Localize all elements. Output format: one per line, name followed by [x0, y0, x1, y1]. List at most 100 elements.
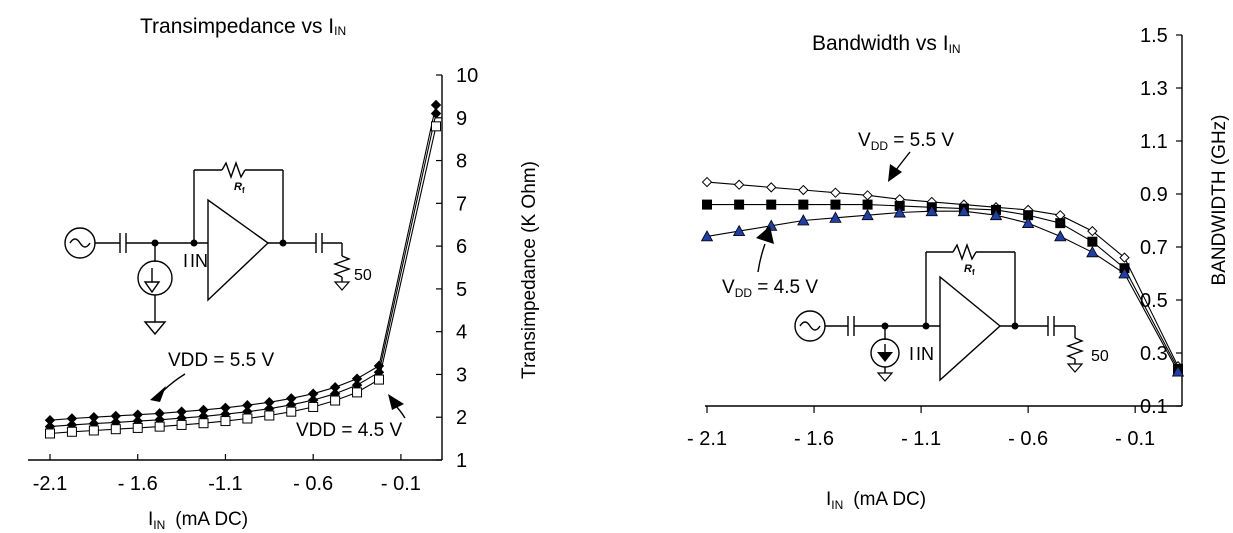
chart1-series-3-point	[264, 410, 275, 421]
chart1-series-3-point	[308, 401, 319, 412]
chart2-series-2-point	[830, 199, 841, 210]
chart1-x-tick-label: -1.1	[208, 473, 242, 495]
chart2-series-3-point	[957, 204, 971, 217]
chart2-y-tick-label: 1.1	[1140, 131, 1168, 153]
feedback-resistor-icon	[221, 160, 246, 180]
chart1-y-tick-label: 9	[456, 108, 467, 130]
chart1-series-3-point	[176, 419, 187, 430]
chart1-series-3-point	[88, 425, 99, 436]
amplifier-icon-2	[939, 275, 1002, 382]
chart2-x-tick-label: - 0.6	[1008, 428, 1048, 450]
amplifier-icon	[207, 198, 270, 302]
svg-text:IN: IN	[190, 251, 208, 271]
chart1-y-tick-label: 7	[456, 193, 467, 215]
chart1-annotation-vdd55-leader	[161, 373, 186, 393]
chart1-annotation-vdd55: VDD = 5.5 V	[168, 350, 274, 371]
chart2-series-1-point	[701, 176, 713, 188]
chart2-title: Bandwidth vs IIN	[812, 32, 961, 56]
chart2-series-1-point	[862, 190, 873, 201]
chart1-series-3-point	[220, 416, 231, 427]
chart1-annotation-vdd45: VDD = 4.5 V	[296, 420, 402, 441]
chart2-annotation-vdd55-arrow	[888, 164, 902, 182]
chart2-y-tick-label: 0.9	[1140, 184, 1168, 206]
chart2-series-1-point	[766, 182, 777, 193]
chart1-y-tick-label: 3	[456, 364, 467, 386]
chart2-y-tick-label: 0.5	[1140, 290, 1168, 312]
chart2-series-1-point	[1119, 252, 1130, 263]
chart2-annotation-vdd45-leader	[757, 243, 766, 273]
chart1-x-tick-label: - 0.6	[293, 473, 333, 495]
chart2-series-3-point	[797, 214, 810, 226]
chart2-series-1-point	[830, 187, 841, 198]
chart1-y-tick-label: 4	[456, 322, 467, 344]
chart2-series-3-point	[1021, 216, 1035, 229]
chart2-x-tick-label: - 0.1	[1115, 428, 1155, 450]
feedback-resistor-label: R	[234, 181, 242, 193]
current-source-icon	[137, 260, 173, 296]
chart1-series-3-point	[110, 424, 121, 435]
bandwidth-chart: Bandwidth vs IIN - 2.1 - 1.6 - 1.1 - 0.6 - 0…	[687, 25, 1230, 512]
chart1-inset-circuit: R f I IN 50	[64, 160, 372, 336]
load-resistor-icon-2	[1065, 337, 1085, 360]
chart1-y-tick-label: 2	[456, 407, 467, 429]
ground-icon	[143, 321, 167, 336]
chart2-series-3-point	[829, 211, 842, 223]
chart1-y-tick-label: 6	[456, 236, 467, 258]
chart2-series-2-point	[1055, 218, 1066, 229]
chart2-series-3-point	[861, 208, 874, 221]
chart2-x-tick-label: - 1.1	[901, 428, 941, 450]
ground-icon-2	[876, 372, 894, 382]
chart2-annotation-vdd45-arrow	[756, 226, 774, 244]
chart2-series-1-point	[733, 179, 745, 190]
chart1-series-3-point	[286, 406, 297, 417]
chart2-series-3-point	[1086, 245, 1099, 258]
chart1-y-label: Transimpedance (K Ohm)	[519, 161, 540, 379]
chart1-series-3-point	[198, 418, 209, 429]
chart2-inset-circuit: R f I IN 50	[794, 242, 1109, 382]
chart2-y-label: BANDWIDTH (GHz)	[1209, 115, 1230, 286]
load-label: 50	[354, 267, 372, 284]
chart1-series-3-point	[330, 395, 341, 406]
input-current-label: I	[183, 251, 188, 271]
chart2-y-tick-label: 0.3	[1140, 343, 1168, 365]
chart2-y-tick-label: 0.7	[1140, 237, 1168, 259]
chart1-series-3-point	[132, 422, 143, 433]
svg-text:f: f	[242, 186, 245, 195]
chart2-series-1-line	[706, 181, 1179, 367]
chart1-series-3-point	[154, 421, 165, 432]
chart1-title: Transimpedance vs IIN	[140, 15, 346, 38]
chart1-x-label: IIN (mA DC)	[148, 509, 248, 532]
chart1-x-tick-label: - 1.6	[118, 473, 158, 495]
chart2-series-2-point	[766, 199, 777, 210]
chart1-y-tick-label: 10	[456, 65, 478, 87]
chart2-series-1-point	[798, 184, 809, 196]
chart1-series-3-point	[66, 426, 77, 437]
chart1-series-3-point	[242, 413, 253, 424]
chart2-series-3-point	[925, 204, 938, 217]
chart2-y-tick-label: 1.5	[1140, 25, 1168, 47]
chart2-series-3-point	[700, 230, 714, 242]
chart2-series-3-point	[893, 206, 906, 218]
chart1-annotation-vdd45-arrow	[388, 394, 404, 410]
chart2-series-1-point	[1087, 225, 1098, 237]
load-resistor-icon	[332, 255, 352, 278]
chart1-y-tick-label: 8	[456, 151, 467, 173]
chart2-series-2-point	[734, 199, 745, 210]
chart1-series-3-point	[373, 374, 384, 385]
chart2-y-tick-label: 1.3	[1140, 78, 1168, 100]
chart1-y-tick-label: 5	[456, 279, 467, 301]
chart2-series-3-point	[1171, 365, 1185, 377]
chart1-y-tick-label: 1	[456, 450, 467, 472]
chart2-x-tick-label: - 1.6	[794, 428, 834, 450]
chart2-series-2-point	[798, 199, 809, 210]
chart2-series-2-point	[1087, 236, 1098, 247]
chart1-annotation-vdd55-arrow	[150, 386, 166, 402]
chart2-annotation-vdd45: VDD = 4.5 V	[722, 277, 818, 300]
feedback-resistor-icon-2	[952, 242, 977, 262]
load-label-2: 50	[1091, 348, 1109, 365]
chart2-series-3-point	[1054, 230, 1067, 242]
chart1-x-tick-label: -2.1	[33, 473, 67, 495]
chart2-series-3-point	[732, 224, 746, 237]
chart2-series-3-point	[1118, 267, 1131, 279]
